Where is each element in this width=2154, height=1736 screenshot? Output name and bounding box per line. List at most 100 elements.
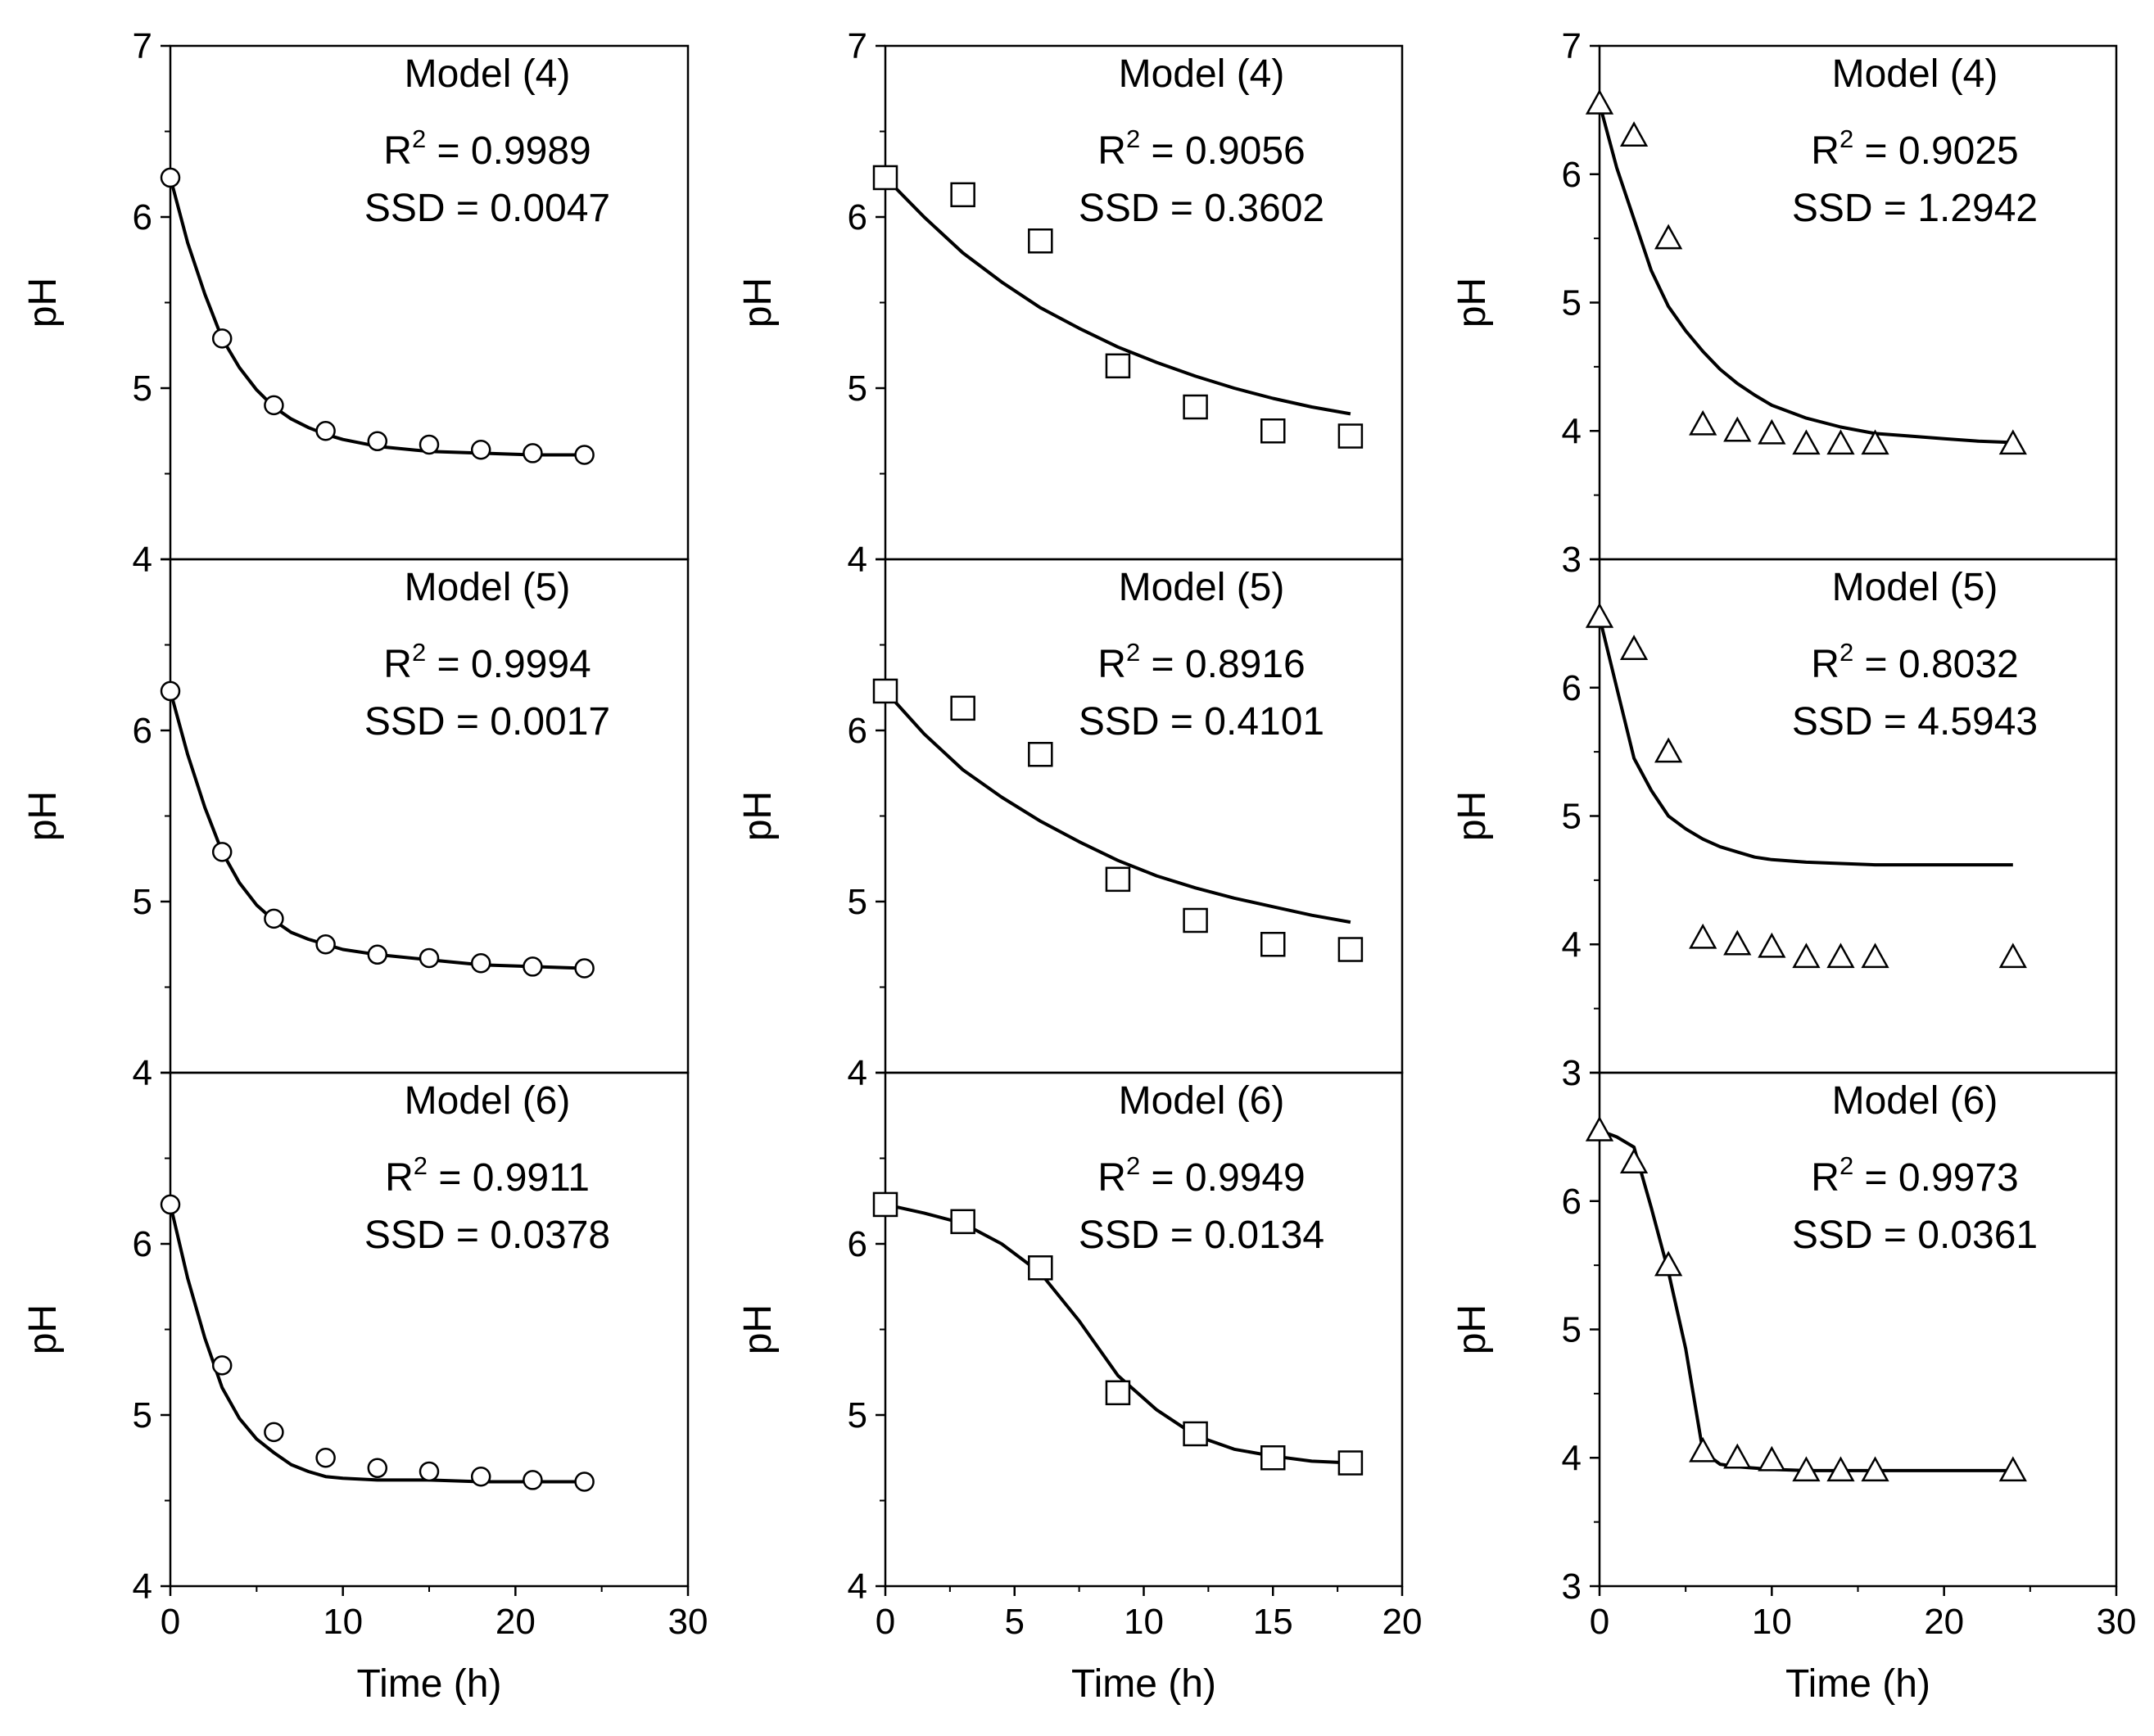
data-point-square: [872, 165, 898, 191]
y-tick-label: 4: [848, 540, 867, 580]
r-squared-exponent: 2: [412, 638, 426, 667]
r-squared-value: = 0.9989: [426, 129, 591, 173]
plot-frame: [884, 44, 1404, 561]
panel-col2-row3: 6 5 4 pH Model (6) R2 = 0.9949 SSD = 0.0134: [736, 1071, 1404, 1607]
data-point-triangle: [1689, 1436, 1717, 1462]
y-tick-label: 6: [1562, 155, 1582, 195]
data-point-triangle: [1585, 1115, 1614, 1142]
y-tick-label: 4: [133, 540, 152, 580]
data-point-triangle: [1619, 1148, 1649, 1173]
r-squared-label: R2 = 0.9973: [1811, 1151, 2018, 1200]
x-tick-label: 5: [1005, 1602, 1025, 1642]
y-tick-label: 3: [1562, 540, 1582, 580]
y-tick-label: 5: [1562, 1310, 1582, 1350]
data-point-circle: [160, 680, 181, 702]
data-point-triangle: [1861, 943, 1889, 969]
model-label: Model (4): [1119, 52, 1285, 96]
y-tick-label: 6: [133, 197, 152, 237]
r-squared-symbol: R: [383, 643, 412, 686]
data-point-triangle: [1585, 602, 1614, 628]
y-tick-label: 7: [848, 26, 867, 66]
r-squared-exponent: 2: [412, 124, 426, 153]
data-point-circle: [264, 908, 284, 929]
r-squared-label: R2 = 0.9994: [383, 638, 591, 686]
data-point-triangle: [1826, 429, 1855, 455]
y-tick-label: 6: [133, 1224, 152, 1264]
data-point-circle: [523, 956, 543, 977]
ssd-label: SSD = 0.3602: [1079, 187, 1324, 230]
data-point-triangle: [1758, 932, 1786, 958]
data-point-square: [1260, 932, 1286, 957]
y-tick-label: 5: [133, 882, 152, 922]
model-label: Model (5): [1119, 566, 1285, 609]
y-tick-label: 5: [848, 368, 867, 409]
data-point-circle: [315, 934, 336, 955]
r-squared-label: R2 = 0.9989: [383, 124, 591, 173]
x-tick-label: 30: [668, 1602, 708, 1642]
plot-frame: [884, 1071, 1404, 1588]
data-point-circle: [160, 167, 181, 188]
y-axis-label: pH: [1450, 791, 1494, 841]
data-point-triangle: [1758, 1445, 1786, 1472]
data-point-triangle: [1792, 1456, 1821, 1482]
y-tick-label: 5: [848, 1395, 867, 1435]
r-squared-symbol: R: [1811, 1156, 1839, 1200]
r-squared-label: R2 = 0.9056: [1097, 124, 1305, 173]
data-point-circle: [160, 1194, 181, 1215]
data-point-triangle: [1654, 224, 1683, 250]
data-point-square: [1105, 353, 1131, 379]
data-point-triangle: [1861, 1456, 1889, 1482]
r-squared-exponent: 2: [414, 1151, 428, 1180]
r-squared-symbol: R: [1097, 1156, 1126, 1200]
y-tick-label: 5: [133, 368, 152, 409]
panel-col1-row3: 6 5 4 pH Model (6) R2 = 0.9911 SSD = 0.0378: [21, 1071, 690, 1607]
y-axis-label: pH: [736, 278, 780, 328]
r-squared-label: R2 = 0.9911: [385, 1151, 590, 1200]
r-squared-value: = 0.8032: [1853, 643, 2019, 686]
data-point-circle: [574, 958, 595, 979]
model-label: Model (5): [1832, 566, 1998, 609]
data-point-circle: [523, 1470, 543, 1490]
data-point-square: [1183, 907, 1208, 934]
data-point-triangle: [1861, 429, 1889, 455]
panel-col2-row1: 7 6 5 4 pH Model (4) R2 = 0.9056 SSD = 0.3602: [736, 26, 1404, 580]
panel-col1-row1: 7 6 5 4 pH Model (4) R2 = 0.9989 SSD = 0.0047: [21, 26, 690, 580]
data-point-circle: [574, 1472, 595, 1492]
panel-col3-row1: 7 6 5 4 3 pH Model (4) R2 = 0.9025 SSD = 1.2942: [1450, 26, 2118, 580]
r-squared-symbol: R: [1097, 129, 1126, 173]
ssd-label: SSD = 0.0361: [1792, 1214, 2038, 1257]
ssd-label: SSD = 0.4101: [1079, 700, 1324, 744]
x-tick-label: 10: [1752, 1602, 1792, 1642]
fit-curve: [884, 689, 1351, 925]
model-label: Model (6): [405, 1079, 571, 1123]
data-point-circle: [211, 1355, 233, 1376]
data-point-square: [1105, 1380, 1131, 1406]
y-tick-label: 4: [848, 1566, 867, 1607]
data-point-triangle: [1689, 923, 1717, 949]
r-squared-exponent: 2: [1126, 1151, 1140, 1180]
data-point-square: [950, 182, 975, 208]
y-axis-label: pH: [21, 791, 65, 841]
x-tick-label: 10: [323, 1602, 363, 1642]
data-point-circle: [211, 842, 233, 862]
y-tick-label: 5: [848, 882, 867, 922]
x-axis-label: Time (h): [1071, 1662, 1216, 1706]
y-tick-label: 4: [1562, 1438, 1582, 1478]
plot-frame: [1598, 44, 2118, 561]
r-squared-exponent: 2: [1839, 124, 1853, 153]
r-squared-symbol: R: [383, 129, 412, 173]
y-tick-label: 4: [133, 1053, 152, 1093]
data-point-triangle: [1689, 409, 1717, 436]
data-point-square: [1028, 1255, 1053, 1281]
r-squared-value: = 0.9056: [1140, 129, 1306, 173]
y-tick-label: 5: [1562, 797, 1582, 837]
data-point-circle: [367, 1458, 388, 1479]
data-point-square: [872, 678, 898, 704]
data-point-circle: [574, 445, 595, 465]
y-tick-label: 3: [1562, 1053, 1582, 1093]
data-point-square: [1105, 866, 1131, 893]
y-tick-label: 7: [133, 26, 152, 66]
y-tick-label: 5: [133, 1395, 152, 1435]
